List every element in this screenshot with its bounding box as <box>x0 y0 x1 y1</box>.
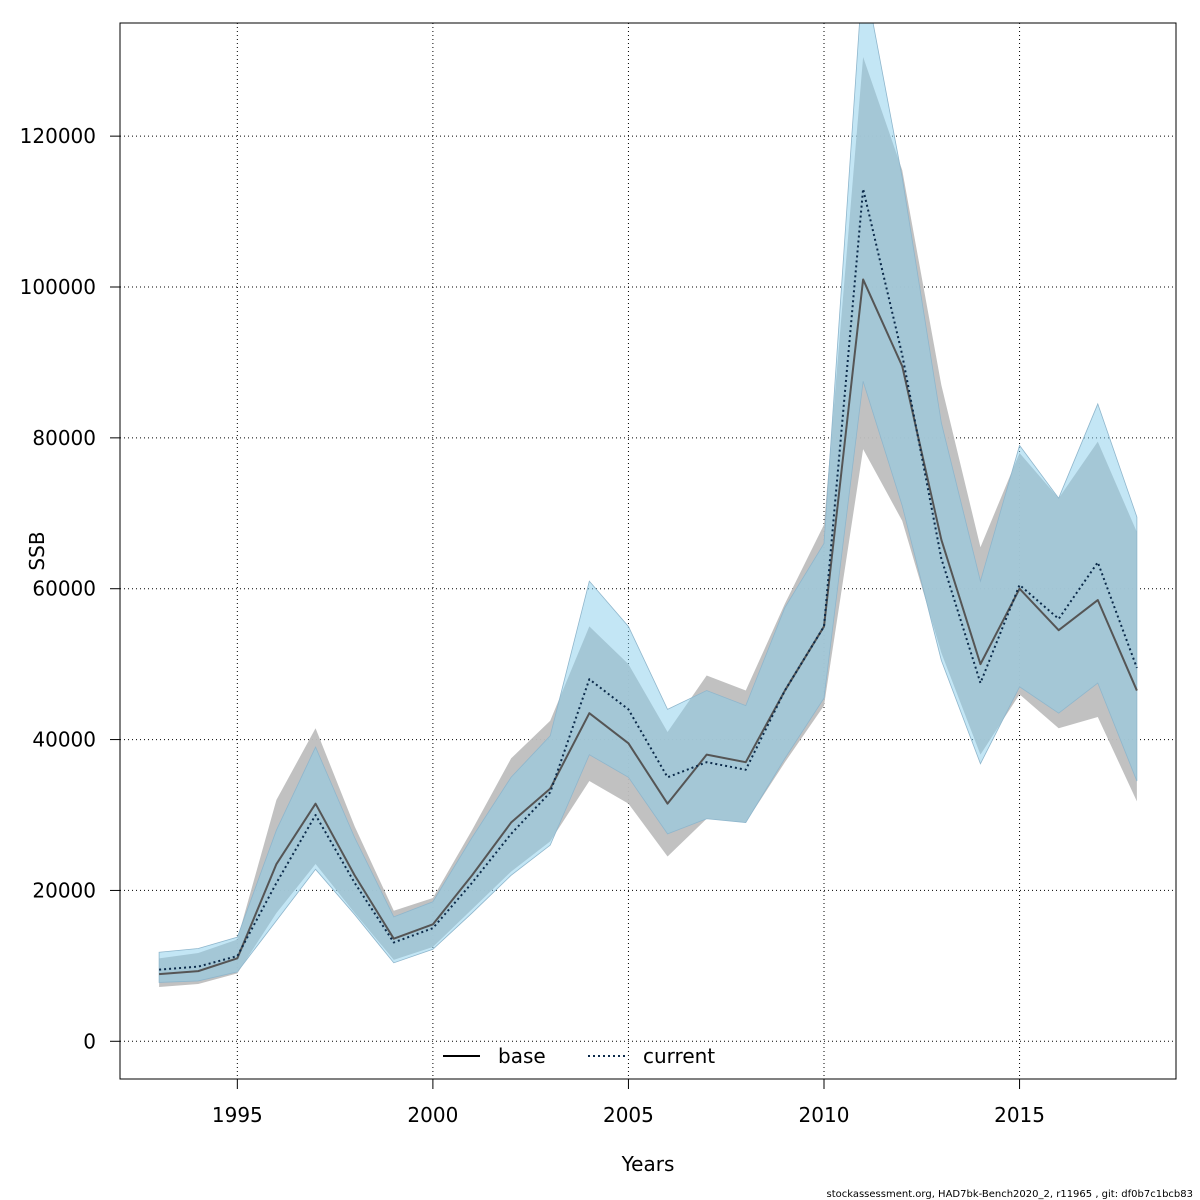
y-tick-label: 20000 <box>32 878 96 902</box>
y-tick-label: 60000 <box>32 577 96 601</box>
line-current <box>159 187 1138 971</box>
line-base <box>159 278 1138 976</box>
y-tick-label: 0 <box>83 1029 96 1053</box>
x-tick-label: 2015 <box>994 1103 1045 1127</box>
plot-frame <box>119 22 1177 1080</box>
confidence-bands <box>158 23 1138 987</box>
x-axis-title: Years <box>621 1152 675 1176</box>
x-tick-label: 2000 <box>407 1103 458 1127</box>
y-axis-title: SSB <box>25 531 49 570</box>
x-tick-label: 2005 <box>603 1103 654 1127</box>
y-axis: 0 20000 40000 60000 80000 100000 120000 <box>20 124 120 1053</box>
x-tick-label: 1995 <box>212 1103 263 1127</box>
legend: base current <box>443 1044 715 1068</box>
footer-note: stockassessment.org, HAD7bk-Bench2020_2,… <box>826 1189 1193 1200</box>
y-tick-label: 100000 <box>20 275 96 299</box>
legend-label-current: current <box>643 1044 715 1068</box>
y-tick-label: 80000 <box>32 426 96 450</box>
y-tick-label: 120000 <box>20 124 96 148</box>
legend-label-base: base <box>498 1044 546 1068</box>
band-current <box>158 23 1138 983</box>
x-tick-label: 2010 <box>799 1103 850 1127</box>
y-tick-label: 40000 <box>32 728 96 752</box>
series-lines <box>159 187 1138 976</box>
x-axis: 1995 2000 2005 2010 2015 <box>212 1079 1045 1127</box>
